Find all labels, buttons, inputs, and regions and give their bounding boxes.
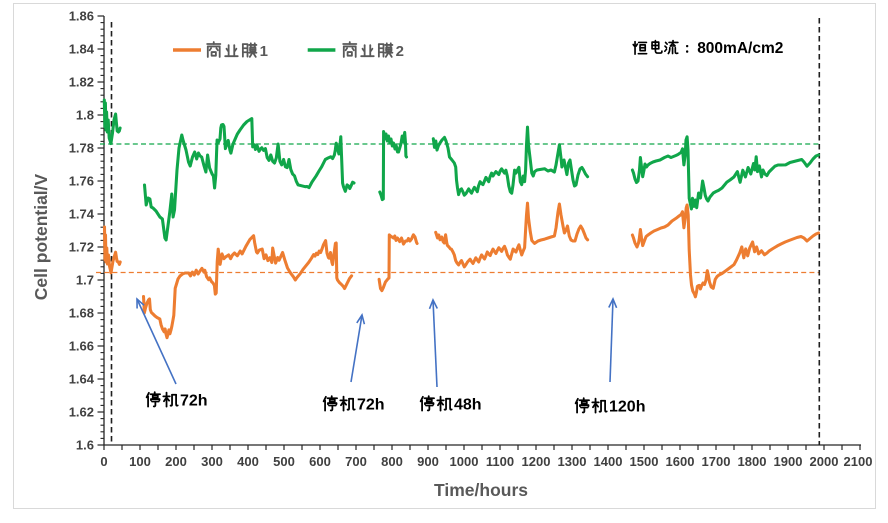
svg-text:400: 400	[237, 454, 259, 469]
svg-text:600: 600	[309, 454, 331, 469]
svg-text:1400: 1400	[594, 454, 623, 469]
svg-text:2000: 2000	[810, 454, 839, 469]
svg-text:1.78: 1.78	[69, 141, 94, 156]
svg-text:1.76: 1.76	[69, 174, 94, 189]
svg-text:800: 800	[381, 454, 403, 469]
svg-text:1.64: 1.64	[69, 372, 95, 387]
svg-text:1900: 1900	[774, 454, 803, 469]
svg-text:800mA/cm2: 800mA/cm2	[697, 40, 783, 57]
svg-text:48h: 48h	[454, 397, 482, 414]
svg-text:200: 200	[165, 454, 187, 469]
svg-text:1.68: 1.68	[69, 306, 94, 321]
svg-text:1700: 1700	[702, 454, 731, 469]
svg-text:1: 1	[260, 43, 268, 60]
svg-text:Cell potential/V: Cell potential/V	[31, 173, 51, 300]
svg-text:1600: 1600	[666, 454, 695, 469]
svg-text:Time/hours: Time/hours	[434, 480, 528, 500]
svg-text:1.86: 1.86	[69, 9, 94, 24]
svg-text:1.8: 1.8	[76, 108, 94, 123]
svg-text:2100: 2100	[844, 454, 873, 469]
svg-text:72h: 72h	[180, 393, 208, 410]
svg-text:1.72: 1.72	[69, 240, 94, 255]
svg-text:1500: 1500	[630, 454, 659, 469]
svg-text:72h: 72h	[357, 397, 385, 414]
svg-text:1.7: 1.7	[76, 273, 94, 288]
svg-text:1200: 1200	[522, 454, 551, 469]
svg-text:1300: 1300	[558, 454, 587, 469]
svg-text:300: 300	[201, 454, 223, 469]
svg-text:2: 2	[396, 43, 404, 60]
svg-text:120h: 120h	[609, 399, 645, 416]
svg-text:900: 900	[417, 454, 439, 469]
svg-text:1100: 1100	[486, 454, 514, 469]
svg-text:500: 500	[273, 454, 295, 469]
svg-text:100: 100	[129, 454, 151, 469]
svg-text:1000: 1000	[450, 454, 479, 469]
svg-text:1.66: 1.66	[69, 339, 94, 354]
svg-text:1.82: 1.82	[69, 75, 94, 90]
svg-text:0: 0	[100, 454, 107, 469]
svg-text:1.84: 1.84	[69, 42, 95, 57]
svg-text:1.62: 1.62	[69, 405, 94, 420]
svg-text:1800: 1800	[738, 454, 767, 469]
svg-text:700: 700	[345, 454, 367, 469]
svg-text:1.74: 1.74	[69, 207, 95, 222]
svg-text:1.6: 1.6	[76, 438, 94, 453]
